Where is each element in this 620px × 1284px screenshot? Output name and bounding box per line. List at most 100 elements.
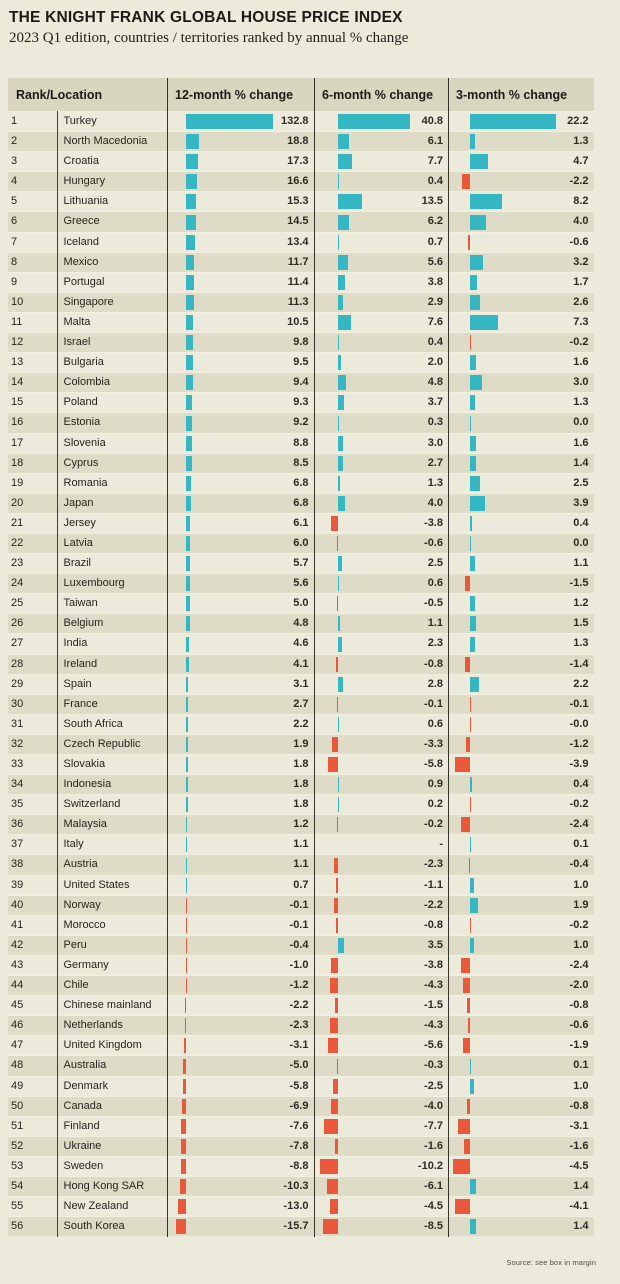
value-label-m3: 1.3 (573, 135, 589, 148)
negative-bar-m3 (469, 335, 471, 351)
value-cell-m12: -2.2 (167, 996, 314, 1015)
value-label-m3: 8.2 (573, 195, 589, 208)
rank-cell: 15 (11, 396, 24, 409)
location-cell: North Macedonia (63, 135, 148, 148)
value-label-m3: -3.1 (569, 1119, 589, 1132)
positive-bar-m6 (337, 636, 342, 652)
location-cell: Chinese mainland (63, 999, 152, 1012)
positive-bar-m6 (337, 395, 345, 411)
negative-bar-m3 (461, 174, 471, 190)
positive-bar-m6 (337, 455, 343, 471)
value-cell-m3: -2.0 (448, 976, 594, 995)
table-row: 41 Morocco -0.1 -0.8 -0.2 (8, 914, 594, 935)
value-cell-m12: 5.7 (167, 554, 314, 573)
value-cell-m12: -6.9 (167, 1097, 314, 1116)
value-cell-m3: 1.0 (448, 876, 594, 895)
page-subtitle: 2023 Q1 edition, countries / territories… (9, 30, 409, 46)
positive-bar-m12 (186, 616, 190, 632)
value-cell-m6: 0.7 (314, 233, 449, 252)
positive-bar-m3 (470, 475, 480, 491)
value-cell-m12: 1.1 (167, 835, 314, 854)
value-label-m3: -0.0 (569, 717, 589, 730)
value-label-m12: 5.6 (293, 577, 309, 590)
value-label-m6: 3.5 (427, 938, 443, 951)
positive-bar-m12 (186, 395, 193, 411)
value-cell-m3: 22.2 (448, 112, 594, 131)
value-label-m3: -3.9 (569, 758, 589, 770)
value-cell-m3: -0.6 (448, 233, 594, 252)
location-cell: Malaysia (63, 818, 107, 831)
value-label-m6: 2.9 (427, 295, 443, 308)
value-label-m12: -8.8 (289, 1159, 309, 1172)
negative-bar-m6 (330, 1098, 338, 1114)
value-label-m12: 8.5 (293, 456, 309, 469)
value-cell-m12: 6.8 (167, 494, 314, 513)
table-row: 9 Portugal 11.4 3.8 1.7 (8, 271, 594, 292)
value-label-m3: -4.5 (569, 1159, 589, 1172)
positive-bar-m12 (186, 777, 188, 793)
value-label-m6: -3.8 (424, 958, 443, 971)
location-cell: France (63, 697, 98, 710)
positive-bar-m6 (337, 134, 349, 150)
location-cell: Bulgaria (63, 356, 104, 369)
positive-bar-m12 (186, 214, 196, 230)
location-cell: India (63, 637, 88, 650)
location-cell: Indonesia (63, 778, 112, 791)
location-cell: United Kingdom (63, 1039, 142, 1052)
value-label-m12: -1.2 (289, 979, 309, 992)
value-label-m6: 2.3 (427, 637, 443, 650)
value-label-m6: -2.2 (424, 898, 443, 911)
value-cell-m3: 0.1 (448, 1056, 594, 1075)
value-label-m3: -1.5 (569, 577, 589, 590)
value-cell-m3: 1.5 (448, 614, 594, 633)
value-cell-m3: 1.4 (448, 1217, 594, 1236)
value-cell-m12: 11.3 (167, 293, 314, 312)
value-label-m3: 1.0 (573, 878, 589, 891)
value-label-m12: 1.8 (293, 758, 309, 770)
positive-bar-m12 (186, 737, 188, 752)
value-cell-m12: 10.5 (167, 313, 314, 332)
value-label-m12: -0.1 (289, 898, 309, 911)
positive-bar-m3 (470, 415, 472, 431)
value-cell-m6: -0.5 (314, 594, 449, 613)
table-row: 4 Hungary 16.6 0.4 -2.2 (8, 171, 594, 192)
positive-bar-m3 (470, 536, 472, 552)
location-cell: Poland (63, 396, 98, 409)
value-label-m6: -8.5 (424, 1220, 443, 1233)
rank-cell: 35 (11, 798, 24, 811)
negative-bar-m6 (333, 1078, 338, 1094)
value-cell-m3: -0.2 (448, 795, 594, 814)
table-row: 13 Bulgaria 9.5 2.0 1.6 (8, 352, 594, 372)
positive-bar-m3 (470, 455, 476, 471)
value-cell-m3: 1.3 (448, 393, 594, 412)
positive-bar-m12 (186, 696, 189, 712)
value-cell-m6: -0.8 (314, 655, 449, 674)
value-cell-m12: -10.3 (167, 1177, 314, 1196)
table-row: 20 Japan 6.8 4.0 3.9 (8, 492, 594, 513)
value-cell-m12: 5.0 (167, 594, 314, 613)
value-cell-m12: 8.5 (167, 454, 314, 473)
value-cell-m6: 0.9 (314, 775, 449, 794)
value-cell-m3: 1.7 (448, 273, 594, 292)
value-label-m6: -7.7 (424, 1119, 443, 1132)
table-row: 10 Singapore 11.3 2.9 2.6 (8, 291, 594, 312)
value-label-m12: 11.3 (287, 295, 309, 308)
positive-bar-m3 (470, 556, 475, 572)
value-cell-m12: 1.8 (167, 755, 314, 774)
negative-bar-m12 (184, 1018, 187, 1034)
value-label-m12: -10.3 (283, 1179, 309, 1192)
value-label-m12: 2.2 (293, 717, 309, 730)
value-cell-m6: -4.3 (314, 1016, 449, 1035)
value-cell-m6: 40.8 (314, 112, 449, 131)
value-cell-m3: 1.6 (448, 353, 594, 372)
positive-bar-m12 (186, 656, 190, 672)
value-cell-m12: 4.8 (167, 614, 314, 633)
value-label-m6: 6.2 (427, 215, 443, 228)
location-cell: Sweden (63, 1159, 104, 1172)
value-label-m12: 11.7 (287, 255, 309, 268)
value-label-m6: 0.4 (427, 175, 443, 188)
negative-bar-m3 (462, 1038, 471, 1054)
rank-cell: 14 (11, 376, 24, 389)
value-label-m6: -0.8 (424, 918, 443, 931)
table-row: 55 New Zealand -13.0 -4.5 -4.1 (8, 1196, 594, 1216)
